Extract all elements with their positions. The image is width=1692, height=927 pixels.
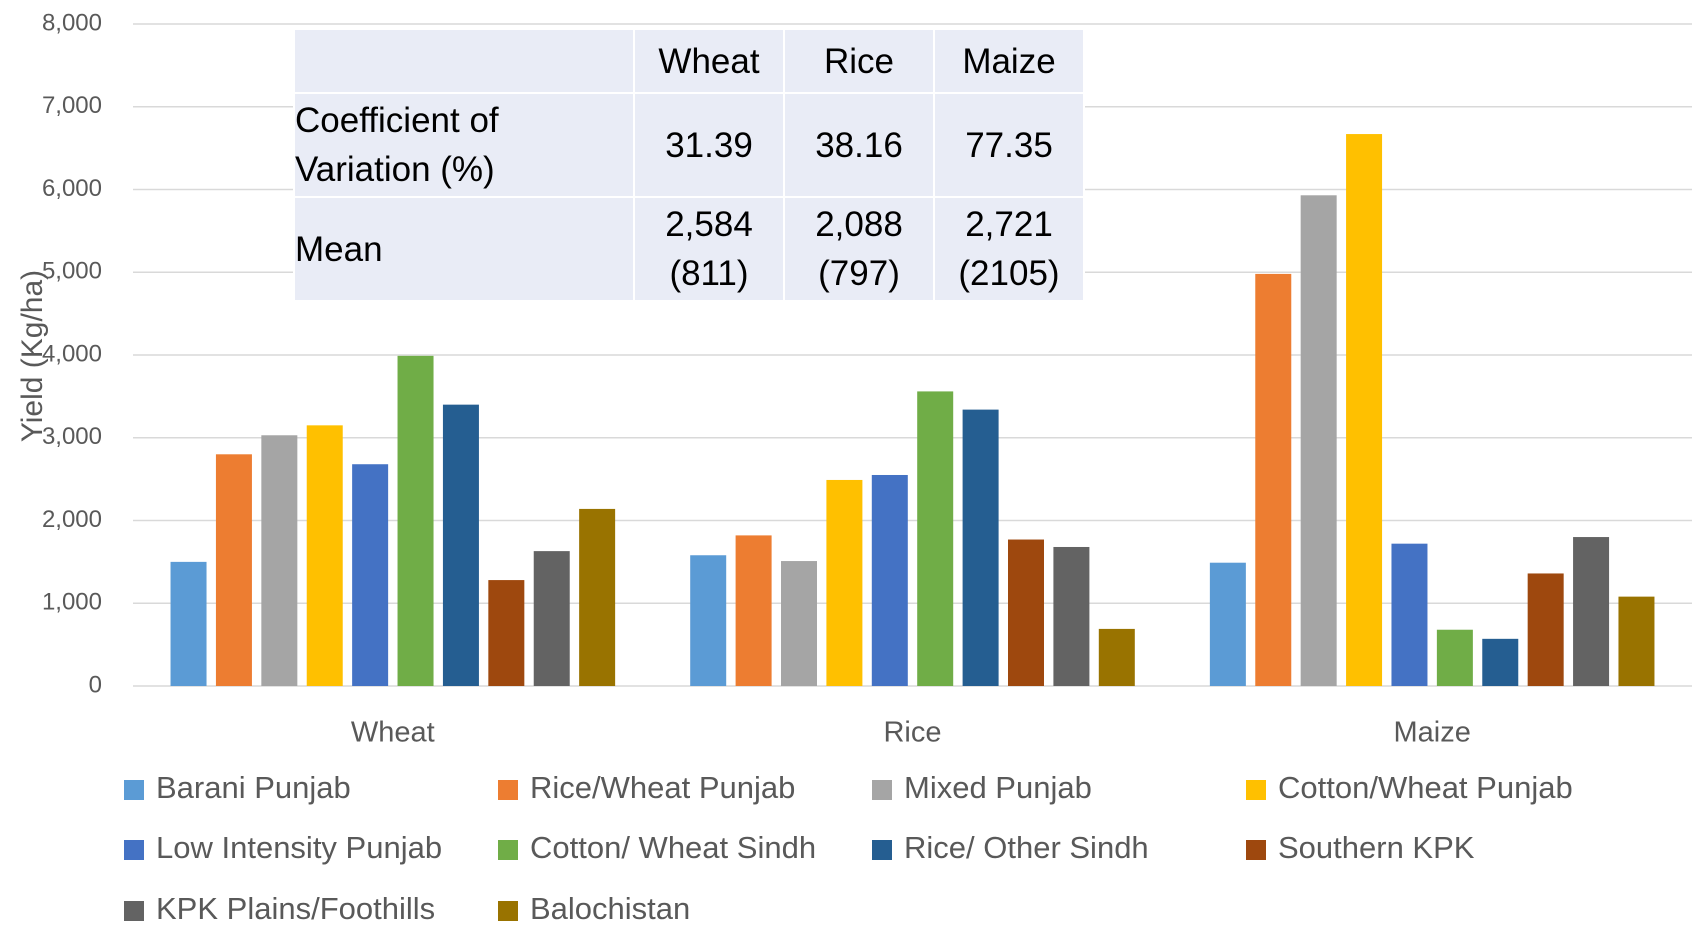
bar [1391, 543, 1428, 686]
table-cell: 31.39 [633, 92, 785, 198]
table-row: Coefficient of Variation (%) 31.39 38.16 77… [293, 92, 1085, 198]
bar [871, 474, 908, 686]
table-row: Mean 2,584 (811) 2,088 (797) 2,721 (2105) [293, 196, 1085, 302]
y-tick-label: 6,000 [42, 175, 102, 202]
legend-swatch [872, 780, 892, 800]
bar [1482, 638, 1519, 686]
legend-label: Rice/Wheat Punjab [530, 770, 795, 805]
bar [579, 508, 616, 686]
bar [690, 555, 727, 686]
legend-label: Mixed Punjab [904, 770, 1092, 805]
bar [1255, 273, 1292, 686]
table-cell: Coefficient of Variation (%) [293, 92, 635, 198]
bar [1008, 539, 1044, 686]
bar [261, 435, 298, 686]
bar [826, 479, 863, 686]
bar [488, 580, 525, 686]
y-tick-label: 2,000 [42, 506, 102, 533]
legend-label: Balochistan [530, 891, 690, 926]
legend-label: Cotton/Wheat Punjab [1278, 770, 1573, 805]
legend-label: Barani Punjab [156, 770, 351, 805]
bar [1346, 134, 1383, 686]
bar [170, 561, 207, 686]
bar [1098, 628, 1135, 686]
x-tick-label: Wheat [351, 717, 435, 749]
table-cell: 77.35 [933, 92, 1085, 198]
bar [533, 551, 570, 686]
legend-swatch [1246, 780, 1266, 800]
legend-swatch [498, 901, 518, 921]
x-tick-label: Maize [1393, 717, 1470, 749]
bar [397, 355, 434, 686]
y-axis-label: Yield (Kg/ha) [16, 270, 49, 442]
table-cell: 2,721 (2105) [933, 196, 1085, 302]
y-tick-label: 0 [89, 671, 102, 698]
table-cell: 2,088 (797) [783, 196, 935, 302]
y-tick-label: 4,000 [42, 340, 102, 367]
table-cell: 2,584 (811) [633, 196, 785, 302]
bar [1436, 629, 1473, 686]
y-tick-label: 1,000 [42, 589, 102, 616]
bar [1618, 596, 1655, 686]
bar [917, 391, 954, 686]
legend-swatch [124, 780, 144, 800]
legend-label: Low Intensity Punjab [156, 830, 442, 865]
legend-swatch [124, 840, 144, 860]
bar [781, 561, 817, 686]
legend-label: Southern KPK [1278, 830, 1475, 865]
bar [735, 535, 772, 686]
legend-swatch [1246, 840, 1266, 860]
legend-label: Cotton/ Wheat Sindh [530, 830, 816, 865]
legend-swatch [872, 840, 892, 860]
bar [1209, 562, 1246, 686]
table-cell: Wheat [633, 28, 785, 94]
y-tick-label: 7,000 [42, 92, 102, 119]
table-cell: 38.16 [783, 92, 935, 198]
bar [306, 425, 343, 686]
legend-label: KPK Plains/Foothills [156, 891, 435, 926]
legend-swatch [498, 780, 518, 800]
table-cell: Rice [783, 28, 935, 94]
bar [1053, 546, 1090, 686]
legend-swatch [124, 901, 144, 921]
y-tick-label: 5,000 [42, 258, 102, 285]
y-tick-label: 3,000 [42, 423, 102, 450]
table-cell: Maize [933, 28, 1085, 94]
legend-label: Rice/ Other Sindh [904, 830, 1149, 865]
stats-table: Wheat Rice Maize Coefficient of Variation (… [293, 28, 1085, 302]
table-cell [293, 28, 635, 94]
bar [1527, 573, 1564, 686]
bar [1573, 537, 1610, 686]
table-row: Wheat Rice Maize [293, 28, 1085, 94]
x-tick-label: Rice [883, 717, 941, 749]
bar [1300, 195, 1337, 687]
bar [962, 409, 999, 686]
table-cell: Mean [293, 196, 635, 302]
bar [215, 454, 252, 686]
y-tick-label: 8,000 [42, 9, 102, 36]
legend-swatch [498, 840, 518, 860]
bar [352, 464, 389, 686]
bar [442, 404, 479, 686]
